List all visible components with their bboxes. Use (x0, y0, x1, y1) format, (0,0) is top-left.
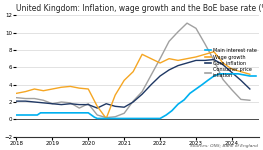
Text: United Kingdom: Inflation, wage growth and the BoE base rate (%): United Kingdom: Inflation, wage growth a… (17, 4, 263, 13)
Legend: Main interest rate, Wage growth, Core inflation, Consumer price
inflation: Main interest rate, Wage growth, Core in… (205, 48, 256, 78)
Text: Sources: ONS; Bank of England: Sources: ONS; Bank of England (190, 144, 258, 148)
